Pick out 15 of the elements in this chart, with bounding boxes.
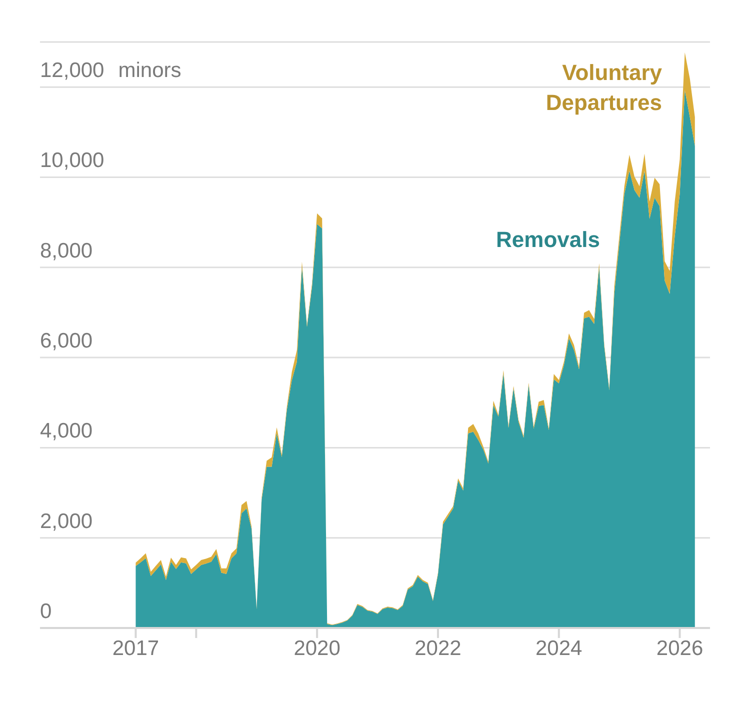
y-tick-label: 12,000	[40, 59, 104, 82]
x-tick-label: 2020	[294, 636, 340, 660]
x-tick-label: 2022	[414, 636, 462, 660]
y-axis-title: minors	[118, 59, 182, 82]
y-tick-label: 4,000	[40, 420, 93, 443]
y-tick-label: 8,000	[40, 239, 93, 262]
series-label: Voluntary Departures	[544, 59, 662, 117]
x-tick-label: 2017	[112, 636, 160, 660]
y-tick-label: 6,000	[40, 330, 93, 353]
x-tick-label: 2024	[536, 636, 583, 660]
x-tick-label: 2026	[656, 636, 704, 660]
y-tick-label: 0	[40, 600, 52, 623]
series-label: Removals	[495, 226, 600, 254]
y-tick-label: 2,000	[40, 510, 93, 533]
y-tick-label: 10,000	[40, 149, 104, 172]
